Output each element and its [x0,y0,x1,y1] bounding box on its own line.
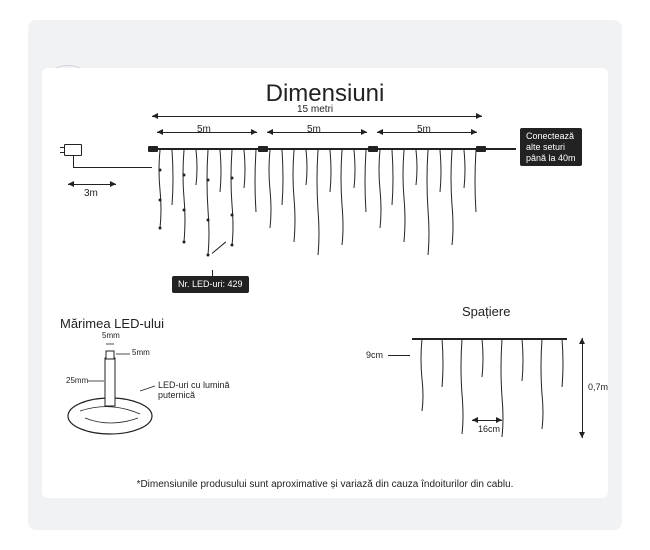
seg-line-3 [377,132,477,133]
spacing-gap-leader [388,355,410,356]
led-height: 25mm [66,376,88,385]
footnote: *Dimensiunile produsului sunt aproximati… [137,479,514,490]
tail-cable [486,148,516,150]
spacing-height-dim [582,338,583,438]
spacing-height-label: 0,7m [588,382,608,392]
spacing-strand-label: 16cm [478,424,500,434]
led-side-w: 5mm [132,348,150,357]
led-note: LED-uri cu lumină puternică [158,380,230,400]
seg-2: 5m [307,124,321,135]
spacing-strand-gap [472,420,502,421]
plug-icon [64,144,82,156]
diagram-panel: Dimensiuni 15 metri 5m 5m 5m 3m Conectea… [42,68,608,498]
led-size-title: Mărimea LED-ului [60,316,164,331]
led-top-w: 5mm [102,331,120,340]
lead-dim [68,184,116,185]
lead-cable [73,167,152,168]
spacing-title: Spațiere [462,304,510,319]
lead-label: 3m [84,188,98,199]
led-count-leader [212,270,213,278]
outer-frame: FLIPPY christmas Dimensiuni 15 metri 5m … [28,20,622,530]
icicle-main [152,150,482,270]
seg-1: 5m [197,124,211,135]
spacing-top-gap: 9cm [366,350,383,360]
dim-total-width [152,116,482,117]
seg-line-1 [157,132,257,133]
dim-total-label: 15 metri [297,104,333,115]
connect-box: Conectează alte seturi până la 40m [520,128,582,166]
seg-3: 5m [417,124,431,135]
led-count-box: Nr. LED-uri: 429 [172,276,249,293]
seg-line-2 [267,132,367,133]
